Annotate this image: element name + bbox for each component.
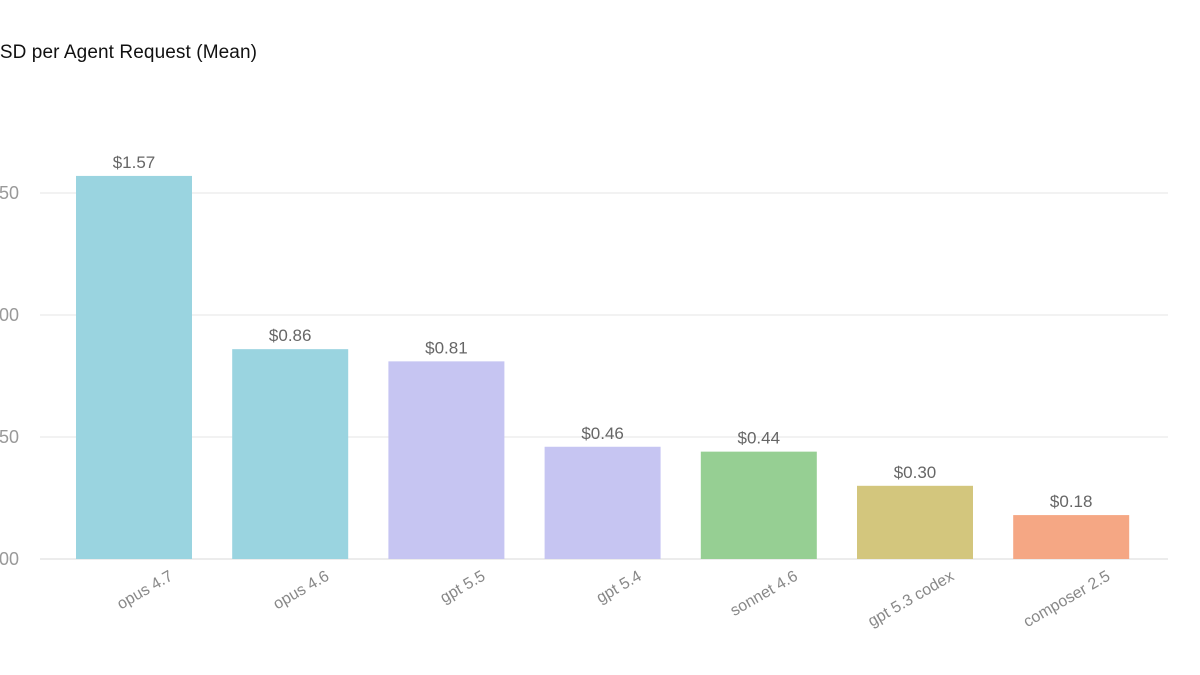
chart-title: USD per Agent Request (Mean) (0, 42, 258, 63)
x-tick-label: gpt 5.3 codex (865, 568, 957, 631)
data-label: $0.81 (425, 338, 468, 357)
y-tick-label: 00 (0, 305, 19, 325)
bar (857, 485, 973, 559)
data-label: $0.44 (738, 429, 781, 448)
bar (388, 361, 505, 559)
bars (76, 175, 1130, 560)
bar (1013, 515, 1130, 559)
x-tick-label: gpt 5.5 (438, 568, 489, 607)
bar (76, 175, 192, 560)
y-tick-label: 50 (0, 183, 19, 203)
x-tick-label: opus 4.7 (114, 568, 176, 613)
data-label: $0.86 (269, 326, 312, 345)
x-tick-label: opus 4.6 (271, 568, 333, 613)
y-tick-label: 50 (0, 427, 19, 447)
x-tick-label: gpt 5.4 (594, 568, 645, 607)
data-label: $0.30 (894, 463, 937, 482)
x-tick-label: composer 2.5 (1021, 568, 1114, 631)
data-label: $1.57 (113, 153, 156, 172)
bar (232, 349, 349, 559)
y-axis-ticks: 00 50 00 50 (0, 183, 19, 569)
x-tick-label: sonnet 4.6 (728, 568, 801, 620)
bar (700, 451, 817, 559)
bar (544, 446, 661, 559)
x-axis-labels: opus 4.7 opus 4.6 gpt 5.5 gpt 5.4 sonnet 4.6… (114, 568, 1113, 631)
data-labels: $1.57 $0.86 $0.81 $0.46 $0.44 $0.30 $0.18 (113, 153, 1093, 511)
data-label: $0.46 (581, 424, 624, 443)
data-label: $0.18 (1050, 492, 1093, 511)
y-tick-label: 00 (0, 549, 19, 569)
